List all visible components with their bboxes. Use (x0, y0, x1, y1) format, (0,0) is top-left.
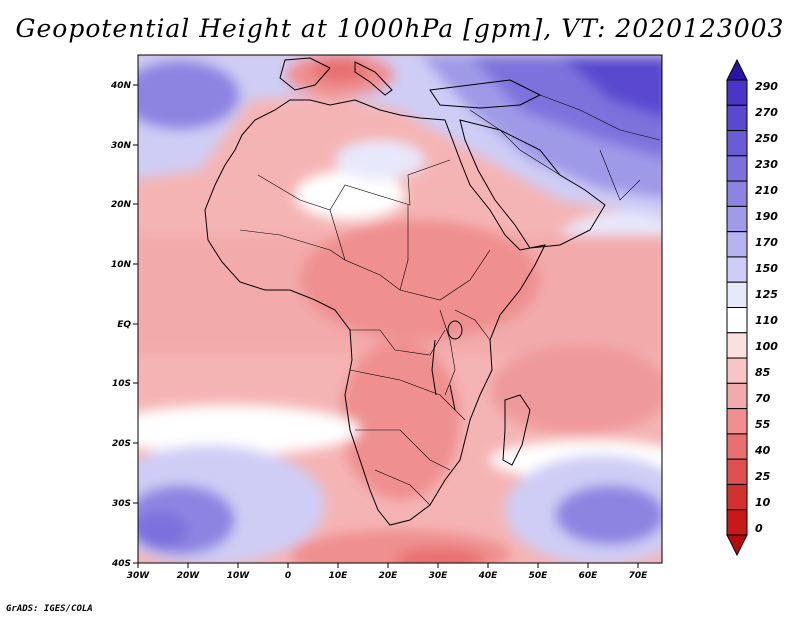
colorbar-label: 170 (755, 236, 778, 249)
colorbar-label: 230 (755, 158, 778, 171)
lon-tick-label: 10W (227, 571, 251, 581)
lon-tick-label: 30E (429, 571, 449, 581)
colorbar-swatch (726, 281, 748, 309)
grads-credit: GrADS: IGES/COLA (6, 604, 93, 614)
colorbar-swatch (726, 357, 748, 384)
lat-tick-marks (133, 84, 138, 564)
colorbar-swatch (726, 130, 748, 157)
map-title: Geopotential Height at 1000hPa [gpm], VT… (15, 14, 785, 43)
colorbar-label: 85 (755, 366, 771, 379)
colorbar-label: 210 (755, 184, 778, 197)
colorbar-swatch (726, 408, 748, 435)
lon-tick-label: 50E (529, 571, 549, 581)
colorbar-label: 270 (755, 106, 778, 119)
lat-tick-label: 20S (112, 439, 131, 449)
colorbar-swatch (726, 79, 748, 106)
colorbar-swatch (726, 180, 748, 207)
colorbar-label: 150 (755, 262, 778, 275)
lat-tick-label: 10S (112, 379, 131, 389)
colorbar-label: 100 (755, 340, 778, 353)
lon-tick-label: 40E (478, 571, 499, 581)
lakes (431, 320, 463, 411)
colorbar-label: 40 (754, 444, 771, 457)
colorbar-swatch (726, 483, 748, 511)
colorbar-label: 25 (755, 470, 771, 483)
plot-frame (137, 54, 663, 564)
colorbar-swatch (726, 155, 748, 182)
colorbar-swatch (726, 458, 748, 485)
lon-tick-label: 20E (379, 571, 399, 581)
colorbar-label: 55 (755, 418, 771, 431)
colorbar-swatch (726, 231, 748, 258)
lon-tick-label: 0 (285, 571, 291, 581)
lon-tick-label: 60E (579, 571, 599, 581)
colorbar-swatch (726, 205, 748, 233)
lon-tick-label: 70E (629, 571, 649, 581)
lat-tick-label: 20N (111, 200, 132, 210)
colorbar-top-arrow (726, 58, 748, 81)
lon-tick-label: 30W (127, 571, 151, 581)
lat-tick-label: 30S (112, 499, 131, 509)
lat-tick-label: 10N (111, 260, 132, 270)
colorbar-label: 70 (755, 392, 771, 405)
colorbar: 290 270 250 230 210 190 170 150 125 110 … (726, 58, 778, 557)
colorbar-bottom-arrow (726, 534, 748, 557)
lat-tick-label: 40N (110, 81, 132, 91)
colorbar-label: 250 (755, 132, 778, 145)
country-borders (239, 94, 661, 506)
colorbar-swatch (726, 332, 748, 359)
colorbar-label: 290 (755, 80, 778, 93)
lat-tick-label: 30N (111, 141, 132, 151)
lat-tick-label: EQ (117, 320, 131, 330)
coastlines (204, 57, 606, 526)
colorbar-label: 190 (755, 210, 778, 223)
lon-tick-marks (137, 563, 639, 568)
lon-tick-label: 10E (329, 571, 349, 581)
colorbar-label: 10 (755, 496, 771, 509)
colorbar-swatch (726, 433, 748, 460)
colorbar-swatch (726, 382, 748, 410)
colorbar-swatch (726, 509, 748, 536)
lon-tick-label: 20W (177, 571, 201, 581)
lat-tick-label: 40S (111, 559, 131, 569)
height-field (138, 55, 662, 563)
colorbar-label: 125 (755, 288, 778, 301)
colorbar-label: 110 (755, 314, 778, 327)
colorbar-label: 0 (755, 522, 763, 535)
colorbar-swatch (726, 256, 748, 283)
colorbar-swatch (726, 307, 748, 334)
colorbar-swatch (726, 104, 748, 132)
